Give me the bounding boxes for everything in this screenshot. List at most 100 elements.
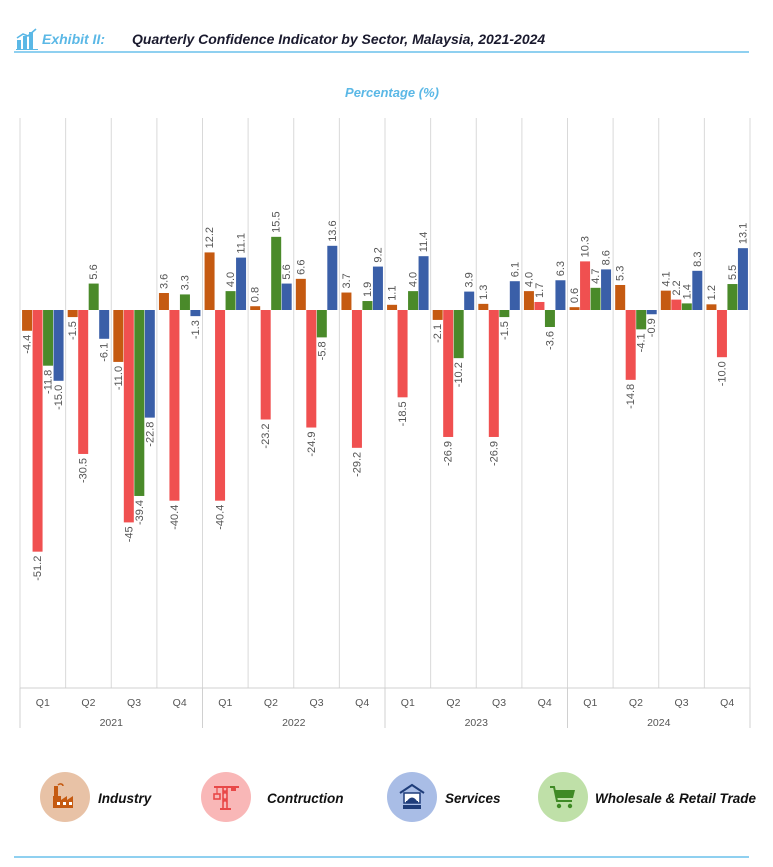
data-label: 3.3 [179, 275, 191, 290]
bar [351, 310, 362, 448]
bar [53, 310, 64, 381]
factory-icon [40, 772, 90, 822]
data-label: -0.9 [646, 318, 658, 337]
exhibit-header: Exhibit II: Quarterly Confidence Indicat… [14, 28, 754, 52]
data-label: 8.6 [601, 250, 613, 265]
x-tick-label: Q4 [355, 697, 369, 709]
legend-label: Wholesale & Retail Trade [595, 791, 757, 806]
bar [615, 284, 626, 310]
x-tick-label: Q4 [720, 697, 734, 709]
bar [316, 310, 327, 338]
bar [397, 310, 408, 398]
data-label: 0.8 [250, 287, 262, 302]
year-label: 2022 [282, 717, 306, 729]
bar [362, 301, 373, 310]
header-divider [14, 51, 749, 53]
bar [555, 280, 566, 310]
bar [271, 236, 282, 310]
data-label: 13.6 [327, 220, 339, 241]
bar [32, 310, 43, 552]
data-label: 1.4 [681, 284, 693, 299]
data-label: -14.8 [625, 384, 637, 409]
data-label: -39.4 [134, 500, 146, 525]
bar [671, 299, 682, 310]
data-label: 11.1 [236, 233, 248, 254]
bar [99, 310, 110, 339]
data-label: 1.9 [362, 282, 374, 297]
bar [67, 310, 78, 318]
bar [158, 293, 169, 310]
bar [327, 245, 338, 310]
bar [716, 310, 727, 358]
x-tick-label: Q1 [218, 697, 232, 709]
data-label: 5.5 [727, 265, 739, 280]
data-label: 5.6 [88, 264, 100, 279]
year-label: 2024 [647, 717, 671, 729]
chart-title: Percentage (%) [345, 85, 439, 100]
x-tick-label: Q3 [310, 697, 324, 709]
data-label: -40.4 [215, 505, 227, 530]
data-label: -11.8 [43, 370, 55, 394]
data-label: 4.7 [590, 269, 602, 284]
data-label: -26.9 [443, 441, 455, 466]
bar [418, 256, 429, 310]
bar [478, 303, 489, 310]
bar [204, 252, 215, 310]
data-label: -23.2 [260, 424, 272, 449]
x-tick-label: Q4 [538, 697, 552, 709]
data-label: -45 [123, 526, 135, 542]
data-label: -11.0 [113, 366, 125, 390]
data-label: -10.0 [716, 361, 728, 386]
bar [88, 283, 99, 310]
footer-divider [14, 856, 749, 858]
legend-label: Industry [98, 791, 152, 806]
bar [22, 310, 33, 331]
bar [544, 310, 555, 327]
bar [236, 257, 247, 310]
data-label: -15.0 [53, 385, 65, 410]
bar [43, 310, 54, 366]
data-label: -4.4 [22, 335, 34, 354]
bar [580, 261, 591, 310]
data-label: -10.2 [453, 362, 465, 387]
data-label: -29.2 [351, 452, 363, 477]
x-tick-label: Q2 [446, 697, 460, 709]
exhibit-label: Exhibit II: [42, 31, 105, 47]
bar [372, 266, 383, 310]
bar [169, 310, 180, 501]
data-label: 10.3 [580, 236, 592, 257]
data-label: 9.2 [372, 247, 384, 262]
bar [123, 310, 134, 523]
data-label: 15.5 [271, 211, 283, 232]
bar [341, 292, 352, 310]
x-tick-label: Q1 [583, 697, 597, 709]
legend-label: Contruction [267, 791, 344, 806]
data-label: 5.6 [281, 264, 293, 279]
data-label: 6.6 [295, 260, 307, 275]
bar [646, 310, 657, 315]
x-tick-label: Q3 [127, 697, 141, 709]
data-label: 1.7 [534, 283, 546, 298]
bar [601, 269, 612, 310]
data-label: -51.2 [32, 556, 44, 581]
data-label: 4.1 [660, 271, 672, 286]
crane-icon [201, 772, 251, 822]
bar-chart-icon [16, 28, 38, 50]
bar [569, 307, 580, 310]
x-tick-label: Q1 [36, 697, 50, 709]
bar [509, 281, 520, 310]
data-label: -1.5 [499, 321, 511, 340]
data-label: -22.8 [144, 422, 156, 447]
data-label: -24.9 [306, 432, 318, 457]
x-tick-label: Q2 [264, 697, 278, 709]
data-label: -40.4 [169, 505, 181, 530]
data-label: 1.1 [387, 286, 399, 301]
data-label: 1.3 [478, 285, 490, 300]
bar [464, 291, 475, 310]
bar [636, 310, 647, 330]
x-tick-label: Q3 [675, 697, 689, 709]
data-label: -18.5 [397, 401, 409, 426]
bar [144, 310, 155, 418]
data-label: 12.2 [204, 227, 216, 248]
bar [250, 306, 261, 310]
